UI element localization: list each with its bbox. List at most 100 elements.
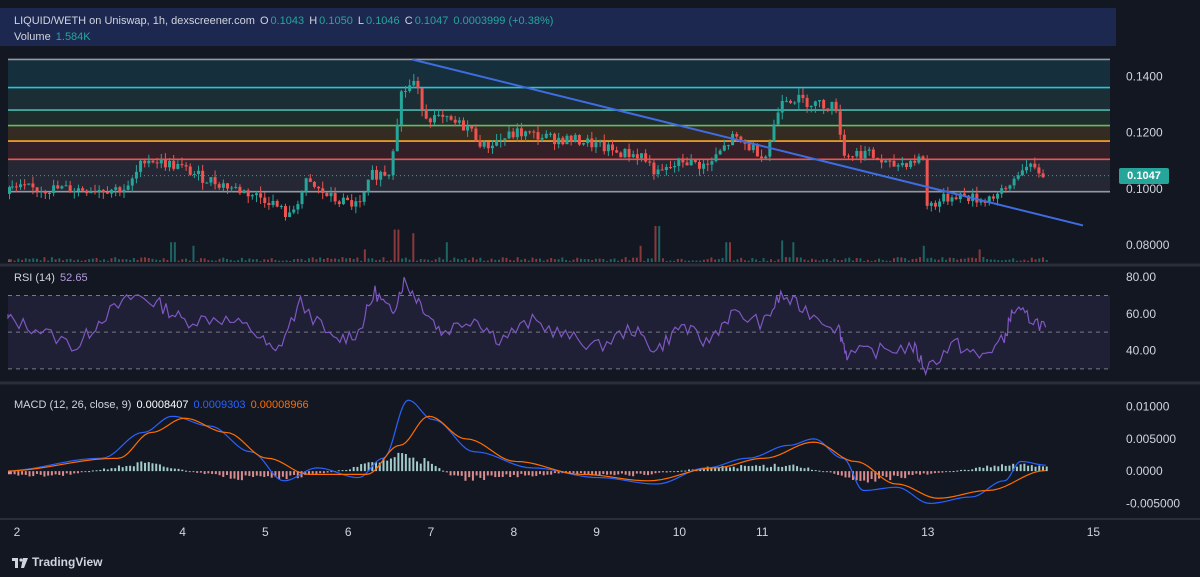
candle-body xyxy=(56,185,60,189)
macd-hist-bar xyxy=(76,471,79,474)
volume-bar xyxy=(509,259,512,262)
candle-body xyxy=(855,151,859,157)
candle-body xyxy=(975,193,979,203)
volume-bar xyxy=(613,258,616,262)
volume-bar xyxy=(863,260,866,262)
macd-hist-bar xyxy=(650,471,653,475)
macd-hist-bar xyxy=(889,471,892,481)
macd-hist-bar xyxy=(840,471,843,476)
candle-body xyxy=(697,161,701,169)
macd-hist-bar xyxy=(837,471,840,475)
macd-hist-bar xyxy=(632,471,635,477)
candle-body xyxy=(735,134,739,137)
trend-line xyxy=(412,58,1084,227)
volume-bar xyxy=(516,257,519,262)
candle-body xyxy=(147,160,151,164)
volume-bar xyxy=(434,259,437,262)
macd-hist-bar xyxy=(643,471,646,475)
macd-hist-bar xyxy=(226,471,228,476)
candle-body xyxy=(946,193,950,202)
macd-hist-bar xyxy=(207,471,210,474)
macd-hist-bar xyxy=(274,471,277,477)
macd-hist-bar xyxy=(803,468,806,472)
macd-hist-bar xyxy=(99,469,102,472)
macd-hist-bar xyxy=(922,471,925,474)
candle-body xyxy=(536,132,540,140)
x-axis-label: 5 xyxy=(262,525,269,539)
macd-hist-bar xyxy=(717,467,720,472)
volume-bar xyxy=(95,257,98,262)
fib-zone xyxy=(8,110,1110,126)
macd-hist-bar xyxy=(214,471,217,475)
volume-bar xyxy=(1015,260,1018,262)
volume-bar xyxy=(453,257,456,262)
macd-hist-bar xyxy=(870,471,873,480)
macd-hist-bar xyxy=(766,467,769,472)
volume-bar xyxy=(788,257,791,262)
candle-body xyxy=(548,133,552,135)
candle-body xyxy=(805,97,809,107)
macd-hist-bar xyxy=(829,471,832,473)
volume-bar xyxy=(322,259,325,262)
candle-body xyxy=(602,141,606,152)
candle-body xyxy=(842,134,846,156)
macd-hist-bar xyxy=(188,471,191,473)
candle-body xyxy=(221,183,225,188)
candle-body xyxy=(122,189,126,193)
macd-hist-bar xyxy=(170,468,173,472)
volume-bar xyxy=(166,259,169,262)
candle-body xyxy=(263,197,267,204)
rsi-legend: RSI (14) 52.65 xyxy=(14,272,90,284)
macd-hist-bar xyxy=(412,457,415,472)
macd-hist-bar xyxy=(233,471,236,479)
volume-bar xyxy=(933,259,936,262)
volume-bar xyxy=(960,258,963,262)
candle-body xyxy=(76,188,80,191)
candle-body xyxy=(259,193,263,198)
volume-bar xyxy=(825,258,828,262)
volume-bar xyxy=(803,259,806,262)
candle-body xyxy=(64,185,68,187)
macd-hist-bar xyxy=(781,466,784,472)
volume-bars xyxy=(8,226,1048,262)
macd-hist-bar xyxy=(960,469,963,472)
candle-body xyxy=(10,186,14,188)
candle-body xyxy=(172,160,176,169)
macd-hist-value: 0.0008407 xyxy=(136,399,189,411)
candle-body xyxy=(913,160,917,163)
macd-hist-bar xyxy=(594,471,597,476)
volume-bar xyxy=(691,260,694,262)
volume-bar xyxy=(69,258,72,262)
volume-bar xyxy=(859,258,862,262)
macd-hist-bar xyxy=(158,464,161,472)
tradingview-logo-icon xyxy=(12,557,28,568)
volume-bar xyxy=(408,259,411,262)
macd-hist-bar xyxy=(218,471,221,476)
candle-body xyxy=(755,144,759,157)
macd-legend: MACD (12, 26, close, 9) 0.0008407 0.0009… xyxy=(14,399,311,411)
candle-body xyxy=(764,156,768,159)
volume-bar xyxy=(218,258,221,262)
volume-bar xyxy=(226,259,228,262)
macd-hist-bar xyxy=(28,471,31,477)
candle-body xyxy=(205,182,209,184)
candle-body xyxy=(234,186,238,188)
candle-body xyxy=(72,190,76,193)
volume-bar xyxy=(147,258,150,262)
volume-bar xyxy=(73,260,76,262)
macd-signal-line xyxy=(7,415,1046,499)
macd-hist-bar xyxy=(248,471,251,476)
candle-body xyxy=(996,193,1000,199)
macd-hist-bar xyxy=(162,466,165,472)
volume-bar xyxy=(233,260,236,262)
rsi-axis-label: 40.00 xyxy=(1126,344,1156,358)
macd-hist-bar xyxy=(520,471,523,474)
macd-histogram xyxy=(8,452,1048,483)
macd-hist-bar xyxy=(1001,464,1004,472)
candle-body xyxy=(623,148,627,158)
macd-hist-bar xyxy=(408,457,411,472)
macd-hist-bar xyxy=(948,471,951,473)
volume-bar xyxy=(628,260,631,262)
volume-bar xyxy=(84,260,87,262)
